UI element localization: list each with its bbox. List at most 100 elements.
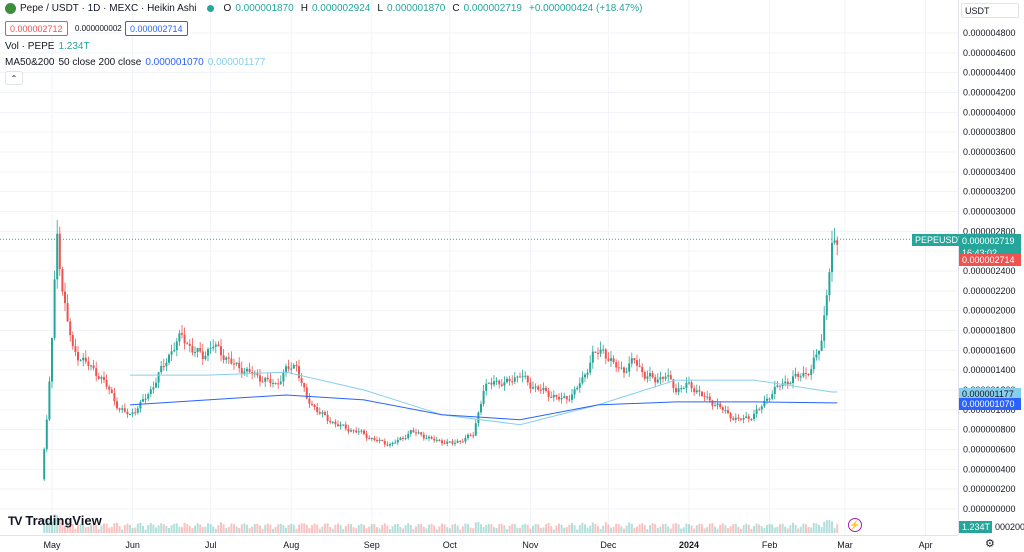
volume-bar: [482, 527, 485, 533]
chart-area[interactable]: [0, 0, 958, 535]
volume-bar: [773, 527, 776, 533]
lightning-icon[interactable]: ⚡: [848, 518, 862, 532]
time-axis[interactable]: May Jun Jul Aug Sep Oct Nov Dec 2024 Feb Mar Apr: [0, 535, 958, 552]
candle-body: [508, 378, 511, 382]
volume-bar: [58, 517, 61, 533]
volume-bar: [643, 525, 646, 533]
volume-bar: [313, 523, 316, 533]
buy-price-button[interactable]: 0.000002714: [125, 21, 188, 36]
candle-body: [95, 368, 98, 377]
candle-body: [272, 382, 274, 384]
candle-body: [493, 381, 495, 385]
candle-body: [729, 413, 732, 419]
volume-bar: [805, 524, 807, 533]
ma50-value: 0.000001070: [145, 57, 204, 68]
volume-bar: [581, 522, 584, 533]
x-tick-label: Mar: [837, 540, 853, 550]
sell-price-button[interactable]: 0.000002712: [5, 21, 68, 36]
candle-body: [357, 431, 360, 433]
volume-bar: [716, 528, 719, 533]
volume-bar: [173, 523, 176, 533]
candle-body: [305, 387, 308, 399]
x-tick-label: May: [43, 540, 61, 550]
candle-body: [656, 379, 659, 383]
candle-body: [802, 372, 805, 377]
candle-body: [565, 396, 568, 400]
volume-bar: [100, 525, 103, 533]
x-tick-label: Dec: [600, 540, 617, 550]
y-tick-label: 0.000004800: [963, 28, 1016, 38]
candle-body: [324, 412, 326, 415]
candle-body: [155, 382, 157, 388]
volume-bar: [563, 527, 566, 533]
candle-body: [79, 360, 82, 362]
symbol-title[interactable]: Pepe / USDT · 1D · MEXC · Heikin Ashi: [20, 3, 197, 14]
candle-body: [123, 408, 126, 412]
volume-bar: [233, 524, 235, 533]
candle-body: [498, 380, 501, 385]
currency-select[interactable]: USDT: [961, 3, 1019, 18]
x-tick-label: Oct: [443, 540, 458, 550]
price-chart[interactable]: [0, 0, 958, 535]
candle-body: [667, 375, 670, 377]
candle-body: [222, 355, 225, 360]
candle-body: [615, 362, 618, 368]
volume-bar: [279, 523, 282, 533]
volume-bar: [92, 523, 95, 533]
volume-legend[interactable]: Vol · PEPE 1.234T: [5, 41, 90, 52]
volume-bar: [758, 524, 761, 533]
y-tick-label: 0.000000200: [963, 484, 1016, 494]
x-tick-label: 2024: [679, 540, 699, 550]
volume-bar: [204, 526, 207, 533]
candle-body: [724, 410, 727, 412]
volume-bar: [537, 524, 540, 533]
volume-bar: [472, 528, 475, 533]
volume-bar: [251, 526, 254, 533]
volume-bar: [404, 525, 407, 533]
candle-body: [571, 394, 573, 400]
volume-bar: [97, 529, 100, 533]
gear-icon[interactable]: ⚙: [985, 538, 995, 550]
candle-body: [425, 438, 428, 440]
candle-body: [441, 440, 443, 444]
volume-bar: [534, 523, 537, 533]
volume-bar: [467, 524, 469, 533]
candle-body: [355, 430, 358, 433]
tradingview-logo[interactable]: TV TradingView: [8, 513, 102, 528]
volume-bar: [136, 523, 139, 533]
candle-body: [758, 409, 761, 411]
ma-params: 50 close 200 close: [58, 57, 142, 68]
volume-bar: [597, 526, 599, 533]
volume-bar: [794, 524, 797, 533]
last-price-value: 0.000002719: [962, 236, 1015, 246]
candle-body: [745, 416, 748, 419]
candle-body: [823, 315, 826, 341]
candle-body: [134, 412, 137, 414]
candle-body: [313, 404, 316, 408]
ma-legend[interactable]: MA50&200 50 close 200 close 0.000001070 …: [5, 57, 265, 68]
candle-body: [235, 362, 238, 365]
volume-bar: [277, 524, 280, 533]
volume-bar: [363, 524, 365, 533]
volume-bar: [285, 527, 287, 533]
volume-bar: [292, 524, 295, 533]
price-axis[interactable]: 0.000004800 0.000004600 0.000004400 0.00000…: [958, 0, 1024, 535]
candle-body: [779, 385, 781, 387]
volume-bar: [331, 528, 334, 533]
candle-body: [594, 351, 597, 353]
candle-body: [175, 341, 178, 351]
volume-bar: [672, 523, 675, 533]
candle-body: [586, 372, 589, 375]
candle-body: [633, 358, 636, 361]
volume-bar: [155, 527, 157, 533]
volume-bar: [602, 525, 605, 533]
spread-value: 0.000000002: [75, 24, 122, 33]
volume-bar: [568, 524, 571, 533]
volume-bar: [615, 523, 618, 533]
volume-bar: [105, 523, 108, 533]
candle-body: [714, 405, 716, 407]
collapse-legend-button[interactable]: ⌃: [5, 71, 23, 85]
volume-bar: [833, 528, 836, 533]
y-tick-label: 0.000001600: [963, 345, 1016, 355]
